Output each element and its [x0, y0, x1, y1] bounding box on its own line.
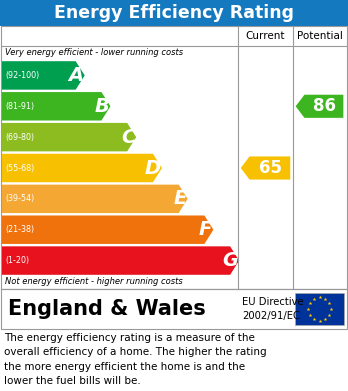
Polygon shape — [2, 246, 239, 275]
Polygon shape — [2, 123, 136, 151]
Text: EU Directive
2002/91/EC: EU Directive 2002/91/EC — [242, 297, 303, 321]
Text: The energy efficiency rating is a measure of the
overall efficiency of a home. T: The energy efficiency rating is a measur… — [4, 333, 267, 386]
Text: C: C — [121, 127, 135, 147]
Text: Very energy efficient - lower running costs: Very energy efficient - lower running co… — [5, 48, 183, 57]
Bar — [295, 293, 344, 325]
Text: Energy Efficiency Rating: Energy Efficiency Rating — [54, 4, 294, 22]
Text: England & Wales: England & Wales — [8, 299, 206, 319]
Text: G: G — [222, 251, 238, 270]
Bar — [0, 0, 348, 26]
Polygon shape — [296, 95, 343, 118]
Polygon shape — [2, 61, 85, 90]
Polygon shape — [241, 156, 290, 179]
Text: 86: 86 — [313, 97, 336, 115]
Text: Current: Current — [246, 31, 285, 41]
Polygon shape — [2, 154, 162, 182]
Text: Potential: Potential — [296, 31, 342, 41]
Text: (81-91): (81-91) — [5, 102, 34, 111]
Text: (21-38): (21-38) — [5, 225, 34, 234]
Text: (92-100): (92-100) — [5, 71, 39, 80]
Text: B: B — [95, 97, 110, 116]
Bar — [1, 289, 347, 329]
Text: F: F — [199, 220, 212, 239]
Text: A: A — [69, 66, 84, 85]
Polygon shape — [2, 92, 110, 120]
Text: (55-68): (55-68) — [5, 163, 34, 172]
Text: Not energy efficient - higher running costs: Not energy efficient - higher running co… — [5, 277, 183, 286]
Text: (69-80): (69-80) — [5, 133, 34, 142]
Text: (39-54): (39-54) — [5, 194, 34, 203]
Text: E: E — [173, 189, 187, 208]
Polygon shape — [2, 215, 213, 244]
Text: (1-20): (1-20) — [5, 256, 29, 265]
Text: 65: 65 — [259, 159, 282, 177]
Bar — [1, 26, 347, 289]
Polygon shape — [2, 185, 188, 213]
Text: D: D — [145, 158, 161, 178]
